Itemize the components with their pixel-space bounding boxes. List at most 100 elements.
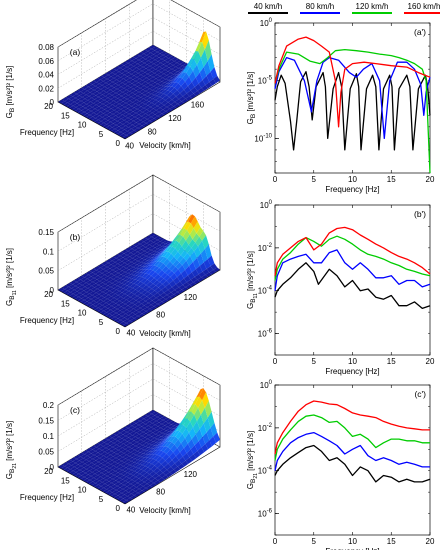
surface-patch [109, 311, 117, 316]
surface-patch [134, 291, 142, 296]
surface-patch [149, 45, 156, 49]
x-axis-label: Frequency [Hz] [325, 185, 379, 194]
surface-patch [65, 459, 73, 464]
surface-patch [102, 289, 110, 294]
surface-patch [146, 417, 154, 422]
surface-patch [129, 56, 136, 61]
surface-patch [170, 430, 177, 438]
surface-patch [138, 125, 145, 130]
surface-patch [130, 427, 138, 432]
surface-patch [94, 119, 101, 124]
surface-patch [153, 426, 161, 431]
x-tick-label: 0 [273, 175, 278, 184]
surface-patch [136, 88, 143, 92]
wall-gridline [57, 363, 221, 421]
surface-patch [92, 469, 99, 474]
frequency-tick-label: 0 [116, 139, 121, 148]
surface-patch [124, 468, 132, 473]
surface-patch [124, 260, 132, 265]
surface-patch [136, 56, 143, 60]
surface-patch [111, 106, 118, 111]
y-tick-label: 100 [260, 380, 273, 390]
surface-patch [89, 281, 96, 286]
surface-patch [159, 248, 167, 253]
surface-patch [116, 296, 124, 301]
surface-patch [126, 110, 134, 114]
surface-patch [125, 478, 132, 483]
surface-patch [186, 279, 194, 285]
surface-patch [128, 278, 135, 283]
surface-patch [119, 266, 127, 271]
surface-patch [143, 96, 151, 101]
panel-label: (c) [70, 405, 80, 415]
surface-patch [176, 452, 183, 461]
surface-patch [108, 127, 115, 132]
surface-patch [127, 128, 135, 133]
surface-patch [147, 116, 154, 121]
surface-patch [96, 102, 103, 107]
surface-patch [161, 286, 169, 293]
surface-patch [172, 284, 179, 290]
series-line [274, 444, 431, 483]
surface-patch [95, 303, 103, 308]
surface-patch [162, 75, 170, 80]
surface-patch [139, 486, 146, 491]
surface-patch [142, 442, 150, 447]
surface-patch [129, 431, 137, 436]
surface-patch [91, 473, 98, 478]
surface-patch [202, 31, 209, 50]
surface-patch [113, 431, 121, 436]
velocity-tick-label: 40 [125, 141, 134, 150]
surface-patch [166, 277, 174, 284]
surface-patch [147, 102, 155, 107]
wall-gridline [57, 174, 221, 233]
surface-patch [168, 55, 176, 60]
surface-patch [101, 293, 109, 298]
surface-patch [147, 304, 154, 309]
surface-patch [204, 40, 212, 61]
surface-patch [178, 284, 186, 290]
surface-patch [132, 275, 139, 280]
surface-patch [83, 478, 90, 483]
surface-patch [124, 95, 132, 100]
surface-patch [114, 273, 122, 277]
surface-patch [110, 87, 118, 92]
surface-patch [170, 235, 178, 244]
surface-patch [202, 392, 209, 408]
surface-patch [132, 122, 140, 127]
surface-patch [143, 429, 150, 434]
surface-patch [124, 72, 132, 77]
surface-patch [167, 59, 175, 64]
surface-patch [110, 484, 118, 489]
surface-patch [122, 135, 129, 139]
surface-patch [130, 62, 138, 67]
surface-patch [142, 68, 149, 73]
surface-patch [83, 288, 91, 293]
surface-patch [103, 88, 111, 93]
surface-patch [95, 83, 102, 88]
surface-patch [176, 93, 183, 100]
surface-patch [142, 123, 149, 128]
surface-patch [106, 268, 113, 273]
surface-patch [168, 287, 175, 293]
surface-patch [163, 426, 171, 431]
surface-patch [150, 238, 158, 243]
surface-patch [150, 454, 157, 459]
surface-patch [96, 267, 104, 272]
surface-patch [199, 230, 206, 241]
surface-patch [147, 48, 155, 53]
surface-patch [118, 302, 126, 307]
surface-patch [109, 266, 117, 270]
surface-patch [137, 456, 145, 461]
surface-patch [108, 292, 116, 297]
surface-patch [166, 104, 174, 109]
surface-patch [156, 85, 164, 89]
surface-patch [121, 490, 129, 495]
surface-patch [171, 82, 179, 88]
surface-patch [123, 285, 130, 290]
surface-patch [130, 471, 138, 476]
surface-patch [174, 460, 182, 467]
surface-patch [210, 263, 218, 270]
surface-patch [150, 63, 157, 68]
